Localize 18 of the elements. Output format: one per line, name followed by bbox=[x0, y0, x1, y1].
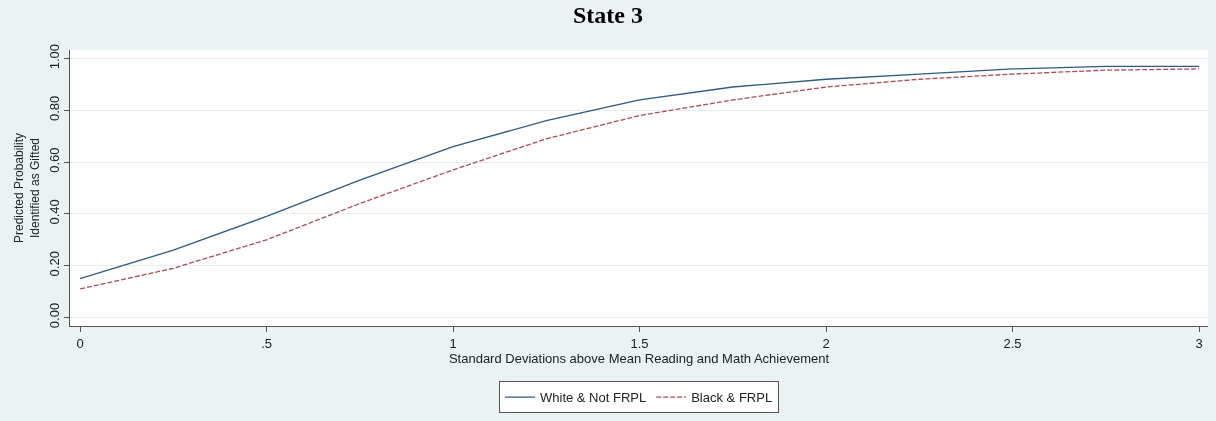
x-tick-label: 1 bbox=[449, 335, 457, 351]
x-tick-label: 0 bbox=[76, 335, 84, 351]
y-axis-title: Predicted Probability Identified as Gifted bbox=[12, 132, 43, 244]
x-tick-label: .5 bbox=[261, 335, 272, 351]
y-tick-label: 0.80 bbox=[46, 95, 62, 122]
x-tick-label: 2 bbox=[822, 335, 830, 351]
y-tick-label: 1.00 bbox=[46, 43, 62, 70]
y-tick-label: 0.40 bbox=[46, 199, 62, 225]
legend-label: Black & FRPL bbox=[691, 390, 773, 406]
x-tick-label: 3 bbox=[1195, 335, 1203, 351]
y-tick-label: 0.00 bbox=[46, 302, 62, 329]
y-tick-label: 0.60 bbox=[46, 147, 62, 173]
y-tick-label: 0.20 bbox=[46, 251, 62, 277]
x-tick-label: 2.5 bbox=[1003, 335, 1022, 351]
x-axis-title: Standard Deviations above Mean Reading and Math Achievement bbox=[448, 350, 830, 366]
chart-title: State 3 bbox=[573, 2, 643, 29]
legend-label: White & Not FRPL bbox=[540, 390, 647, 406]
x-tick-label: 1.5 bbox=[630, 335, 649, 351]
